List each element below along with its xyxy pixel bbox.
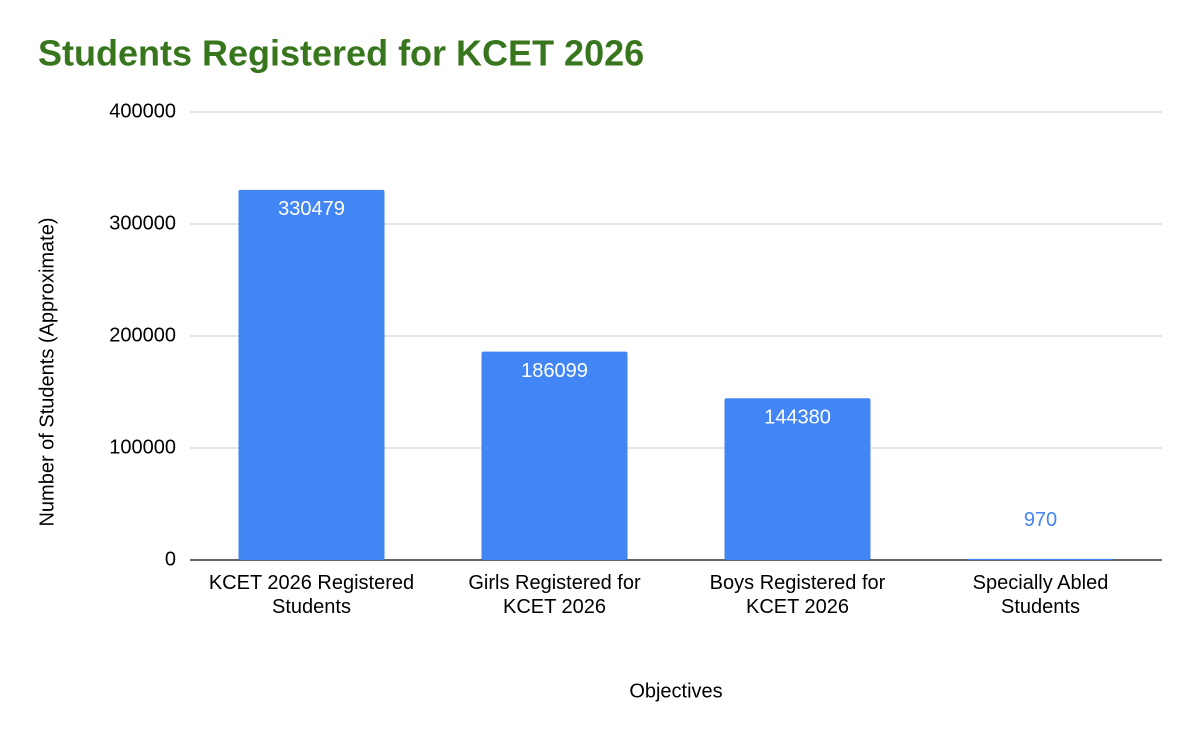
data-label: 144380 — [764, 407, 831, 429]
y-axis-title: Number of Students (Approximate) — [36, 217, 58, 526]
data-label: 186099 — [521, 360, 588, 382]
bar — [238, 189, 385, 560]
bar — [967, 558, 1114, 560]
x-tick-label: Specially Abled Students — [972, 572, 1109, 618]
chart-title: Students Registered for KCET 2026 — [38, 33, 644, 74]
bar — [724, 398, 871, 560]
data-label: 330479 — [278, 198, 345, 220]
x-axis-title: Objectives — [629, 680, 722, 702]
y-tick-label: 300000 — [109, 212, 176, 234]
y-tick-label: 100000 — [109, 436, 176, 458]
y-tick-label: 200000 — [109, 324, 176, 346]
x-tick-label: Girls Registered for KCET 2026 — [468, 572, 641, 618]
bar — [481, 351, 628, 560]
y-tick-label: 0 — [165, 548, 176, 570]
x-tick-label: Boys Registered for KCET 2026 — [709, 572, 886, 618]
data-label: 970 — [1024, 509, 1057, 531]
x-tick-label: KCET 2026 Registered Students — [208, 572, 415, 618]
y-tick-label: 400000 — [109, 100, 176, 122]
